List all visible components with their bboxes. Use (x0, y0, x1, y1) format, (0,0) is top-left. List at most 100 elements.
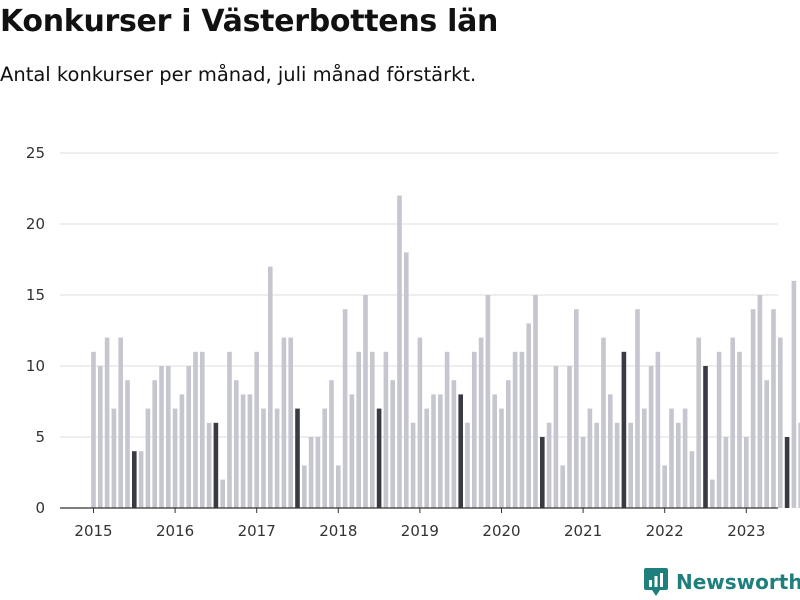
bar (166, 366, 171, 508)
x-tick-label: 2016 (156, 522, 194, 540)
x-tick-label: 2018 (319, 522, 357, 540)
bar (676, 422, 681, 508)
bar (512, 351, 518, 508)
newsworthy-brand: Newsworthy (644, 568, 800, 596)
x-tick-label: 2023 (727, 522, 765, 540)
bar (363, 295, 368, 508)
bar (621, 351, 627, 508)
bar (798, 422, 800, 508)
bar (458, 394, 463, 508)
chart-title: Konkurser i Västerbottens län (0, 4, 499, 39)
bar (716, 351, 722, 508)
bar (145, 408, 151, 508)
bar (376, 408, 382, 508)
bar (111, 408, 117, 508)
bar (608, 394, 613, 508)
bar (227, 351, 232, 508)
chart-logo-icon (644, 568, 668, 596)
bar (179, 394, 185, 508)
bar (601, 337, 606, 508)
bar (540, 437, 545, 508)
bar (451, 380, 457, 508)
bar (383, 351, 389, 508)
bar (390, 380, 395, 508)
bar (723, 437, 729, 508)
bar (98, 366, 103, 508)
bar (424, 408, 429, 508)
bar (274, 408, 280, 508)
bar (764, 380, 769, 508)
bar (655, 351, 661, 508)
bar (642, 408, 647, 508)
bar (152, 380, 157, 508)
bar (322, 408, 327, 508)
bar (268, 266, 273, 508)
bar (254, 351, 259, 508)
bar (703, 366, 708, 508)
bar (220, 479, 225, 508)
bar (431, 394, 436, 508)
y-tick-label: 20 (26, 215, 45, 233)
bar (138, 451, 144, 508)
bar (438, 394, 443, 508)
bar (492, 394, 497, 508)
bar (485, 295, 491, 508)
bar (546, 422, 552, 508)
bar (315, 437, 321, 508)
bar (240, 394, 246, 508)
bar (662, 465, 667, 508)
bar (186, 366, 191, 508)
chart-subtitle: Antal konkurser per månad, juli månad fö… (0, 63, 477, 86)
bar (499, 408, 504, 508)
bar (682, 408, 688, 508)
bar (472, 351, 477, 508)
y-tick-label: 25 (26, 144, 45, 162)
bar (533, 295, 538, 508)
bar (329, 380, 334, 508)
x-tick-label: 2022 (646, 522, 684, 540)
bar (213, 422, 219, 508)
bar (302, 465, 307, 508)
y-tick-label: 15 (26, 286, 45, 304)
bar (288, 337, 293, 508)
bar (771, 309, 776, 508)
bar (757, 295, 763, 508)
bar (193, 351, 198, 508)
bar (417, 337, 423, 508)
bar (200, 351, 205, 508)
bar (744, 437, 749, 508)
x-tick-label: 2015 (74, 522, 112, 540)
bar (614, 422, 620, 508)
bar (587, 408, 593, 508)
bar (397, 195, 402, 508)
bar (206, 422, 212, 508)
bar (295, 408, 300, 508)
bar (349, 394, 355, 508)
bar (567, 366, 572, 508)
bar (465, 422, 470, 508)
bar (308, 437, 314, 508)
bar (356, 351, 361, 508)
bar (628, 422, 633, 508)
bar (370, 351, 375, 508)
bar (553, 366, 559, 508)
bar (560, 465, 565, 508)
bar (234, 380, 239, 508)
y-tick-label: 0 (35, 499, 45, 517)
bar (172, 408, 178, 508)
bar (648, 366, 654, 508)
bar (404, 252, 409, 508)
bar (791, 280, 797, 508)
x-tick-label: 2021 (564, 522, 602, 540)
bar (410, 422, 416, 508)
bar (281, 337, 287, 508)
bar (737, 351, 742, 508)
bar (125, 380, 130, 508)
bar (669, 408, 674, 508)
bar (118, 337, 123, 508)
bar (696, 337, 701, 508)
x-tick-label: 2019 (401, 522, 439, 540)
bar (594, 422, 599, 508)
bar (635, 309, 640, 508)
brand-name: Newsworthy (676, 570, 800, 594)
